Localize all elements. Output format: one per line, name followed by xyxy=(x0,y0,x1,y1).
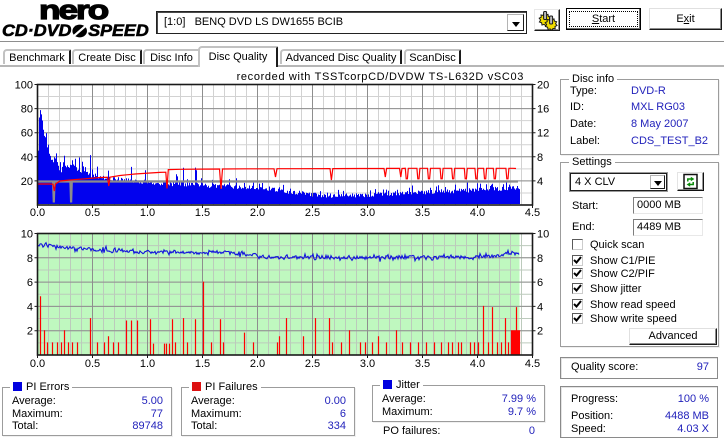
svg-text:100: 100 xyxy=(15,80,33,92)
svg-text:2.5: 2.5 xyxy=(305,207,320,219)
svg-text:4.5: 4.5 xyxy=(525,358,540,370)
svg-text:1.0: 1.0 xyxy=(140,207,155,219)
svg-text:0.0: 0.0 xyxy=(30,358,45,370)
svg-text:8: 8 xyxy=(537,152,543,164)
svg-text:20: 20 xyxy=(537,80,549,92)
svg-text:1.5: 1.5 xyxy=(195,207,210,219)
svg-text:3.5: 3.5 xyxy=(415,358,430,370)
svg-text:0.5: 0.5 xyxy=(85,358,100,370)
svg-text:3.0: 3.0 xyxy=(360,358,375,370)
svg-text:6: 6 xyxy=(27,277,33,289)
svg-text:12: 12 xyxy=(537,128,549,140)
svg-text:80: 80 xyxy=(21,104,33,116)
svg-text:16: 16 xyxy=(537,104,549,116)
svg-text:4.5: 4.5 xyxy=(525,207,540,219)
svg-text:recorded with TSSTcorpCD/DVDW: recorded with TSSTcorpCD/DVDW TS-L632D v… xyxy=(237,71,524,83)
svg-text:1.5: 1.5 xyxy=(195,358,210,370)
svg-text:0.0: 0.0 xyxy=(30,207,45,219)
svg-text:1.0: 1.0 xyxy=(140,358,155,370)
svg-text:8: 8 xyxy=(27,253,33,265)
svg-text:4.0: 4.0 xyxy=(470,207,485,219)
svg-text:2.5: 2.5 xyxy=(305,358,320,370)
svg-text:3.0: 3.0 xyxy=(360,207,375,219)
svg-text:2.0: 2.0 xyxy=(250,207,265,219)
svg-text:3.5: 3.5 xyxy=(415,207,430,219)
svg-text:4.0: 4.0 xyxy=(470,358,485,370)
svg-text:8: 8 xyxy=(537,253,543,265)
svg-text:4: 4 xyxy=(537,301,543,313)
svg-text:4: 4 xyxy=(537,176,543,188)
svg-text:2.0: 2.0 xyxy=(250,358,265,370)
svg-text:0.5: 0.5 xyxy=(85,207,100,219)
svg-text:40: 40 xyxy=(21,152,33,164)
svg-text:4: 4 xyxy=(27,301,33,313)
svg-text:2: 2 xyxy=(27,326,33,338)
svg-text:10: 10 xyxy=(21,229,33,241)
svg-text:6: 6 xyxy=(537,277,543,289)
svg-text:60: 60 xyxy=(21,128,33,140)
svg-text:20: 20 xyxy=(21,176,33,188)
svg-text:2: 2 xyxy=(537,326,543,338)
svg-text:10: 10 xyxy=(537,229,549,241)
